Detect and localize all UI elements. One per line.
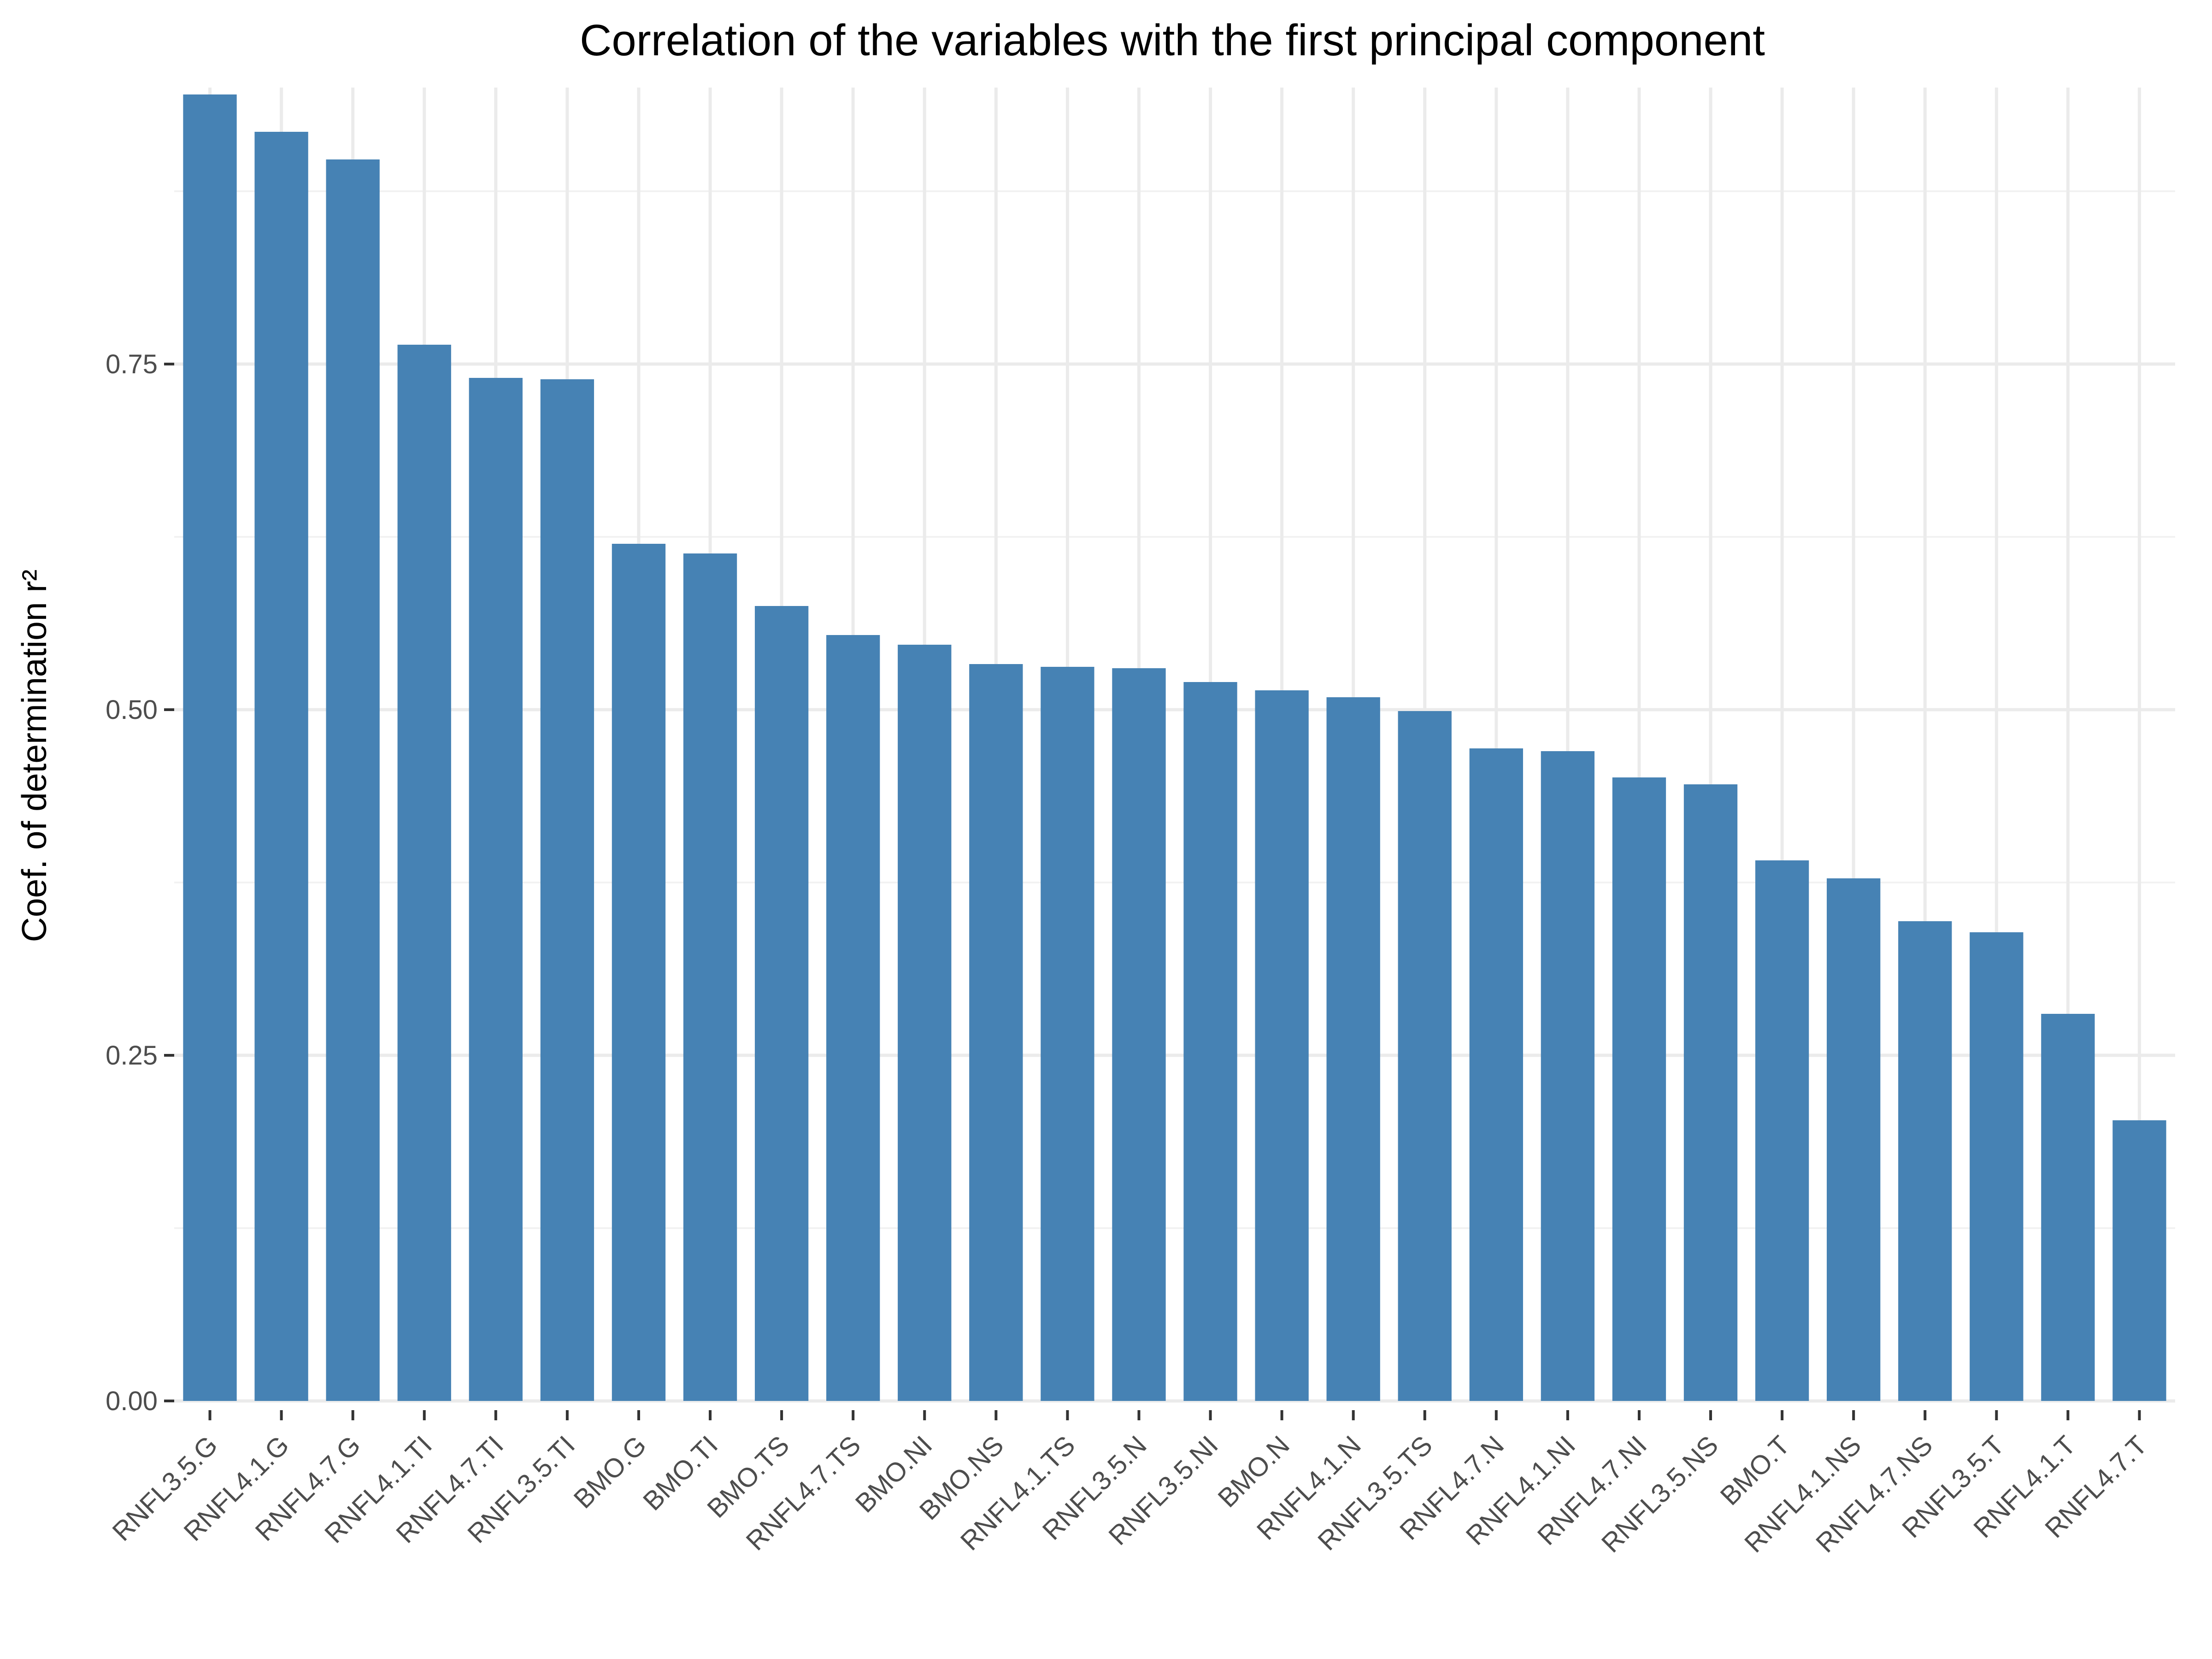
bar-RNFL4.1.N bbox=[1326, 697, 1380, 1401]
bar-RNFL3.5.TI bbox=[540, 379, 594, 1401]
x-tick-label: BMO.G bbox=[568, 1430, 652, 1514]
bar-RNFL4.1.NS bbox=[1827, 878, 1881, 1401]
bar-BMO.NI bbox=[898, 645, 952, 1401]
bar-BMO.NS bbox=[969, 664, 1023, 1401]
y-tick-label: 0.50 bbox=[106, 695, 158, 725]
bar-RNFL4.7.N bbox=[1469, 748, 1523, 1401]
bar-BMO.G bbox=[612, 544, 666, 1401]
bar-BMO.TI bbox=[683, 553, 737, 1401]
x-axis: RNFL3.5.GRNFL4.1.GRNFL4.7.GRNFL4.1.TIRNF… bbox=[106, 1410, 2153, 1559]
bar-RNFL4.7.TS bbox=[826, 635, 880, 1401]
bar-RNFL3.5.N bbox=[1112, 668, 1166, 1401]
bars bbox=[183, 94, 2166, 1401]
bar-BMO.N bbox=[1255, 690, 1309, 1401]
y-axis-label: Coef. of determination r² bbox=[15, 570, 53, 942]
y-tick-label: 0.75 bbox=[106, 349, 158, 379]
chart-title: Correlation of the variables with the fi… bbox=[580, 16, 1765, 65]
bar-RNFL3.5.TS bbox=[1398, 711, 1452, 1401]
bar-RNFL4.1.TS bbox=[1041, 667, 1094, 1401]
bar-RNFL4.7.TI bbox=[469, 378, 523, 1401]
bar-RNFL4.7.G bbox=[326, 159, 380, 1401]
y-axis: 0.00 0.25 0.50 0.75 bbox=[106, 349, 174, 1416]
bar-BMO.TS bbox=[754, 606, 809, 1401]
bar-RNFL3.5.G bbox=[183, 94, 237, 1401]
y-tick-label: 0.00 bbox=[106, 1386, 158, 1416]
bar-RNFL3.5.NI bbox=[1183, 682, 1237, 1401]
bar-RNFL4.1.T bbox=[2041, 1014, 2095, 1401]
bar-RNFL4.7.NS bbox=[1898, 921, 1952, 1401]
bar-RNFL3.5.T bbox=[1970, 932, 2024, 1401]
bar-RNFL4.1.G bbox=[254, 132, 308, 1401]
bar-RNFL4.7.T bbox=[2112, 1120, 2166, 1401]
bar-RNFL4.7.NI bbox=[1612, 777, 1666, 1401]
bar-RNFL4.1.TI bbox=[397, 345, 451, 1401]
y-tick-label: 0.25 bbox=[106, 1041, 158, 1071]
bar-RNFL4.1.NI bbox=[1541, 751, 1595, 1401]
bar-RNFL3.5.NS bbox=[1683, 784, 1738, 1401]
bar-BMO.T bbox=[1755, 860, 1809, 1401]
